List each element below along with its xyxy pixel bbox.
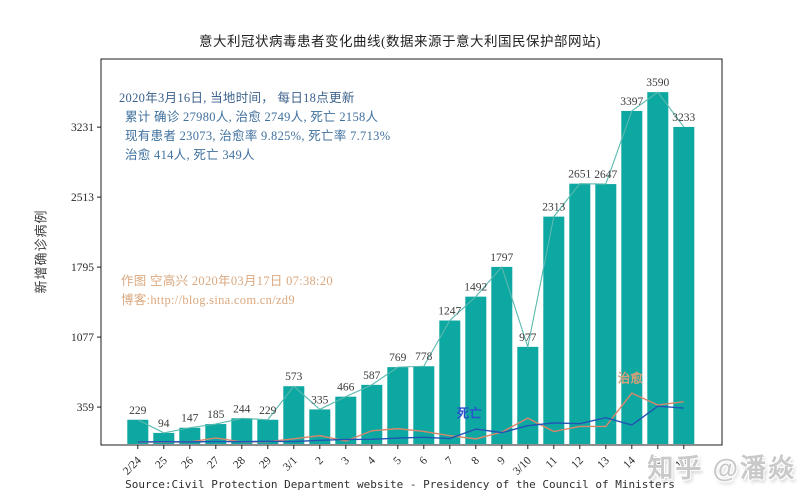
x-tick-label: 4 (365, 454, 378, 467)
bar-value-label: 573 (285, 371, 303, 383)
y-tick-label: 2513 (71, 192, 94, 204)
x-tick-label: 8 (469, 454, 482, 467)
bar (439, 320, 461, 444)
stats-line-rates: 现有患者 23073, 治愈率 9.825%, 死亡率 7.713% (125, 129, 391, 143)
bar-value-label: 3233 (672, 112, 695, 124)
bar (673, 126, 695, 445)
stats-line-cumulative: 累计 确诊 27980人, 治愈 2749人, 死亡 2158人 (125, 110, 379, 124)
y-tick-label: 1077 (71, 332, 94, 344)
x-tick-label: 9 (495, 454, 508, 467)
x-tick-label: 25 (153, 454, 170, 471)
x-tick-label: 11 (544, 454, 560, 470)
x-tick-label: 27 (205, 454, 222, 471)
series-line-死亡 (137, 405, 684, 443)
bar-value-label: 3397 (620, 96, 643, 108)
stats-line-daily: 治愈 414人, 死亡 349人 (125, 148, 255, 162)
bar (257, 419, 279, 444)
bar (517, 346, 539, 444)
bar-value-label: 94 (158, 418, 170, 430)
y-tick-label: 3231 (71, 122, 94, 134)
y-axis-label: 新增确诊病例 (33, 209, 49, 294)
watermark: 知乎 @潘焱 (647, 453, 796, 483)
x-tick-label: 28 (231, 454, 248, 471)
source-caption: Source:Civil Protection Department websi… (125, 478, 675, 491)
bar-value-label: 3590 (646, 77, 669, 89)
bar (127, 419, 149, 444)
x-tick-label: 3 (339, 454, 352, 467)
bar (595, 184, 617, 444)
bar (335, 396, 357, 444)
bar-value-label: 2313 (542, 202, 565, 214)
inline-series-label: 治愈 (618, 371, 644, 386)
author-annotation: 作图 空高兴 2020年03月17日 07:38:20 博客:http://bl… (121, 272, 333, 310)
bar (283, 386, 305, 444)
bar (231, 418, 253, 444)
x-tick-label: 26 (179, 454, 196, 471)
bar-value-label: 244 (233, 403, 251, 415)
x-tick-label: 12 (569, 454, 586, 471)
x-tick-label: 14 (621, 454, 638, 471)
y-tick-label: 359 (77, 402, 95, 414)
x-tick-label: 7 (443, 454, 456, 467)
bar-value-label: 185 (207, 409, 225, 421)
bar-value-label: 587 (363, 370, 381, 382)
bar (309, 409, 331, 444)
bar-value-label: 2651 (568, 169, 591, 181)
x-tick-label: 2/24 (121, 454, 144, 477)
bar (543, 216, 565, 444)
series-line-治愈 (137, 392, 684, 443)
x-tick-label: 3/10 (511, 454, 534, 477)
x-tick-label: 5 (391, 454, 404, 467)
bar-value-label: 1797 (490, 252, 513, 264)
bar (621, 110, 643, 444)
confirmed-connector-line (137, 91, 685, 434)
bar-value-label: 1247 (438, 306, 461, 318)
bar-value-label: 335 (311, 394, 329, 406)
bar-value-label: 1492 (464, 282, 487, 294)
inline-series-label: 死亡 (456, 406, 483, 421)
y-tick-label: 1795 (71, 262, 94, 274)
plot-border (100, 58, 723, 446)
x-tick-label: 2 (313, 454, 326, 467)
x-tick-label: 3/1 (281, 454, 300, 473)
bar (179, 427, 201, 444)
bar-value-label: 2647 (594, 169, 617, 181)
x-tick-label: 29 (257, 454, 274, 471)
stats-line-date: 2020年3月16日, 当地时间， 每日18点更新 (119, 91, 355, 105)
bar (491, 266, 513, 444)
bar (361, 384, 383, 444)
bar-value-label: 147 (181, 413, 199, 425)
bar (465, 296, 487, 444)
bar-value-label: 977 (519, 332, 537, 344)
bar (153, 432, 175, 444)
x-tick-label: 6 (417, 454, 430, 467)
stats-annotation: 2020年3月16日, 当地时间， 每日18点更新 累计 确诊 27980人, … (119, 89, 390, 165)
bar (569, 183, 591, 444)
page-title: 意大利冠状病毒患者变化曲线(数据来源于意大利国民保护部网站) (199, 34, 601, 49)
blog-line: 博客:http://blog.sina.com.cn/zd9 (121, 293, 295, 307)
bar-value-label: 466 (337, 382, 355, 394)
x-tick-label: 13 (595, 454, 612, 471)
author-line: 作图 空高兴 2020年03月17日 07:38:20 (121, 274, 333, 288)
bar-value-label: 769 (389, 352, 407, 364)
bar-value-label: 229 (129, 405, 147, 417)
bar-value-label: 229 (259, 405, 277, 417)
bar (413, 366, 435, 444)
bar-value-label: 778 (415, 351, 433, 363)
bar (647, 92, 669, 444)
bar (387, 367, 409, 444)
